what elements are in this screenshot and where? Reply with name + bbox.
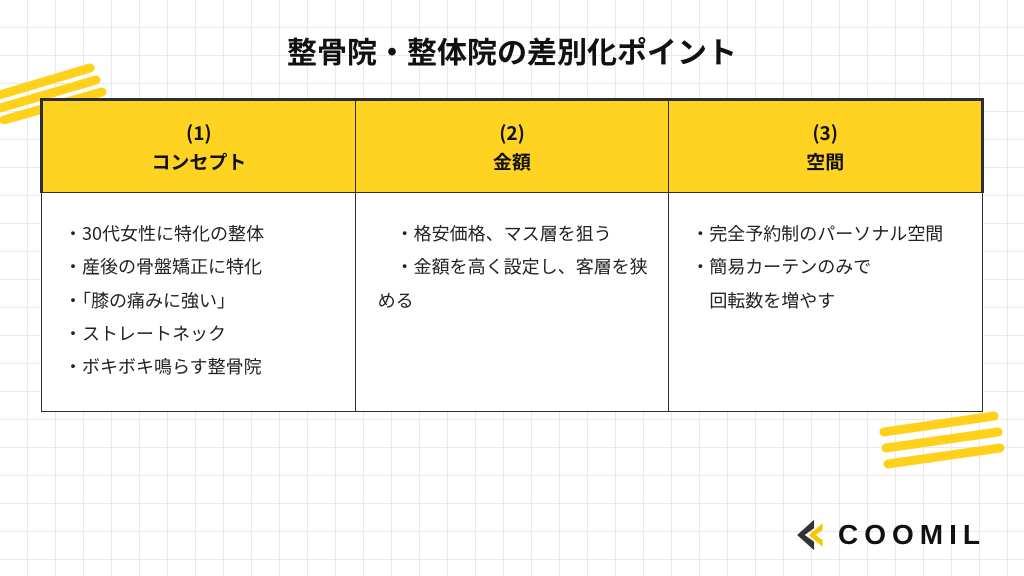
cell-price: ・格安価格、マス層を狙う ・金額を高く設定し、客層を狭める bbox=[355, 193, 669, 412]
list-item: ・ボキボキ鳴らす整骨院 bbox=[64, 350, 335, 383]
brand-text: COOMIL bbox=[838, 519, 986, 551]
col-number: (3) bbox=[677, 119, 973, 148]
brand-icon bbox=[792, 518, 826, 552]
list-item: ・30代女性に特化の整体 bbox=[64, 217, 335, 250]
col-header-1: (1) コンセプト bbox=[42, 100, 356, 193]
table-row: ・30代女性に特化の整体 ・産後の骨盤矯正に特化 ・「膝の痛みに強い」 ・ストレ… bbox=[42, 193, 983, 412]
list-item: ・完全予約制のパーソナル空間 bbox=[691, 217, 962, 250]
list-item: ・簡易カーテンのみで bbox=[691, 250, 962, 283]
col-header-3: (3) 空間 bbox=[669, 100, 983, 193]
cell-concept: ・30代女性に特化の整体 ・産後の骨盤矯正に特化 ・「膝の痛みに強い」 ・ストレ… bbox=[42, 193, 356, 412]
list-item: ・ストレートネック bbox=[64, 317, 335, 350]
col-label: コンセプト bbox=[51, 148, 347, 177]
col-label: 金額 bbox=[364, 148, 661, 177]
differentiation-table: (1) コンセプト (2) 金額 (3) 空間 ・30代女性に特化の整体 ・産後… bbox=[40, 98, 984, 412]
table-header-row: (1) コンセプト (2) 金額 (3) 空間 bbox=[42, 100, 983, 193]
col-header-2: (2) 金額 bbox=[355, 100, 669, 193]
list-item: ・「膝の痛みに強い」 bbox=[64, 284, 335, 317]
list-item: ・産後の骨盤矯正に特化 bbox=[64, 250, 335, 283]
col-number: (2) bbox=[364, 119, 661, 148]
list-item: ・格安価格、マス層を狙う bbox=[378, 217, 649, 250]
list-item: 回転数を増やす bbox=[691, 284, 962, 317]
page-title: 整骨院・整体院の差別化ポイント bbox=[0, 28, 1024, 72]
col-number: (1) bbox=[51, 119, 347, 148]
list-item: ・金額を高く設定し、客層を狭める bbox=[378, 250, 649, 317]
cell-space: ・完全予約制のパーソナル空間 ・簡易カーテンのみで 回転数を増やす bbox=[669, 193, 983, 412]
col-label: 空間 bbox=[677, 148, 973, 177]
brand-logo: COOMIL bbox=[792, 518, 986, 552]
scribble-bottom-right bbox=[876, 408, 1006, 478]
